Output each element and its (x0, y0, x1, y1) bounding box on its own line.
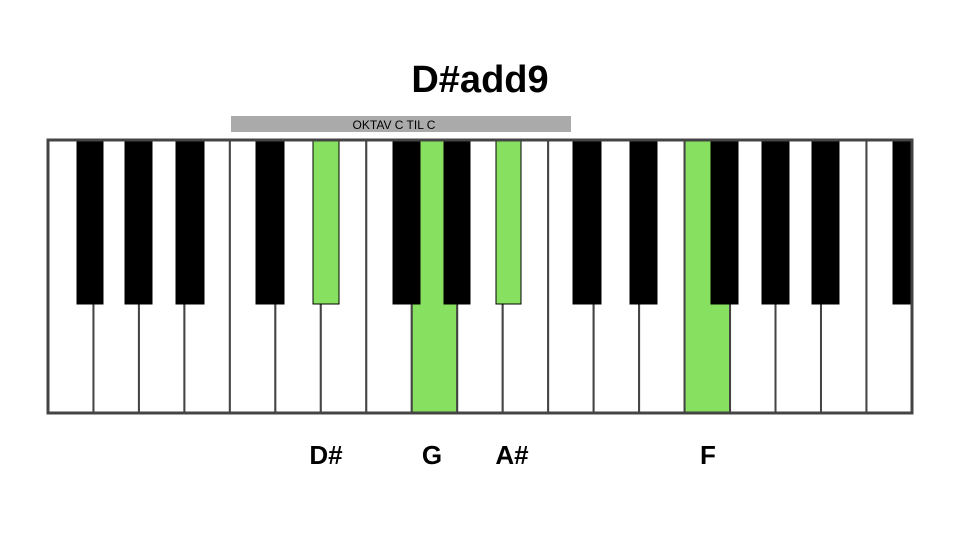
black-key (312, 139, 340, 305)
black-key (495, 139, 522, 305)
note-label: A# (495, 440, 529, 470)
black-key (443, 139, 471, 305)
black-key (124, 139, 153, 305)
black-key (76, 139, 104, 305)
black-key (255, 139, 285, 305)
black-key (175, 139, 205, 305)
black-key (892, 139, 913, 305)
note-label: F (700, 440, 716, 470)
note-label: G (422, 440, 442, 470)
keyboard-frame (46, 138, 914, 415)
black-key (572, 139, 602, 305)
black-key (710, 139, 739, 305)
note-label: D# (309, 440, 343, 470)
keyboard (46, 138, 914, 415)
title: D#add9 (411, 59, 548, 101)
octave-bar (231, 116, 571, 132)
black-key (392, 139, 421, 305)
black-key (629, 139, 658, 305)
octave-label: OKTAV C TIL C (353, 118, 436, 132)
black-key (811, 139, 840, 305)
black-key (761, 139, 790, 305)
